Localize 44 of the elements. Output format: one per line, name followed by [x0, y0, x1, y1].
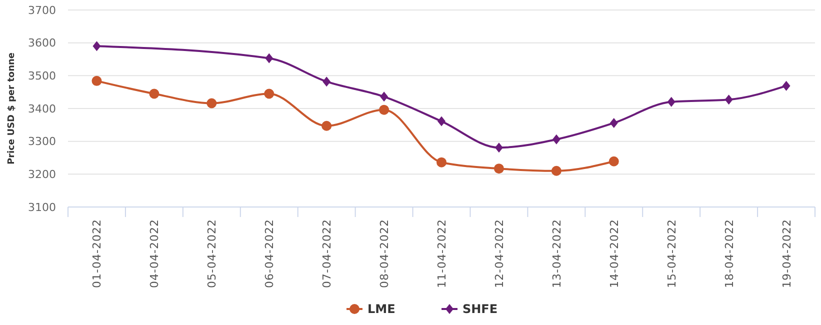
point [724, 94, 733, 105]
point [92, 41, 101, 52]
point [322, 120, 332, 131]
point [265, 53, 274, 64]
point [608, 156, 619, 166]
point [610, 118, 618, 128]
x-tick-label: 18-04-2022 [722, 219, 736, 288]
x-tick-label: 11-04-2022 [436, 219, 448, 288]
y-tick-label: 3200 [28, 168, 56, 182]
y-tick-label: 3700 [28, 4, 56, 17]
point [206, 98, 217, 108]
point [436, 157, 446, 168]
legend-label: LME [368, 302, 396, 316]
point [551, 166, 562, 176]
point [782, 80, 790, 91]
point [379, 104, 390, 115]
y-tick-label: 3100 [28, 200, 56, 214]
point [92, 76, 102, 86]
point [552, 134, 560, 144]
x-tick-label: 12-04-2022 [492, 219, 506, 288]
point [667, 96, 676, 107]
y-tick-label: 3300 [28, 135, 56, 148]
y-tick-label: 3500 [28, 70, 56, 83]
point [149, 88, 160, 99]
point [438, 116, 446, 126]
point [322, 76, 331, 87]
x-tick-label: 19-04-2022 [780, 219, 794, 288]
point [380, 92, 388, 102]
x-tick-label: 07-04-2022 [320, 219, 334, 288]
x-tick-label: 04-04-2022 [148, 219, 162, 288]
x-tick-label: 05-04-2022 [206, 219, 219, 288]
point [264, 88, 274, 99]
y-axis-title: Price USD $ per tonne [7, 52, 17, 165]
point [494, 142, 503, 153]
x-tick-label: 06-04-2022 [263, 219, 276, 288]
x-tick-label: 13-04-2022 [550, 219, 564, 288]
x-tick-label: 08-04-2022 [378, 219, 392, 288]
y-tick-label: 3600 [28, 36, 56, 50]
x-tick-label: 01-04-2022 [90, 219, 104, 288]
legend-label: SHFE [462, 302, 498, 316]
x-tick-label: 14-04-2022 [608, 219, 621, 288]
x-tick-label: 15-04-2022 [665, 219, 678, 288]
point [494, 164, 504, 174]
y-tick-label: 3400 [28, 102, 56, 116]
